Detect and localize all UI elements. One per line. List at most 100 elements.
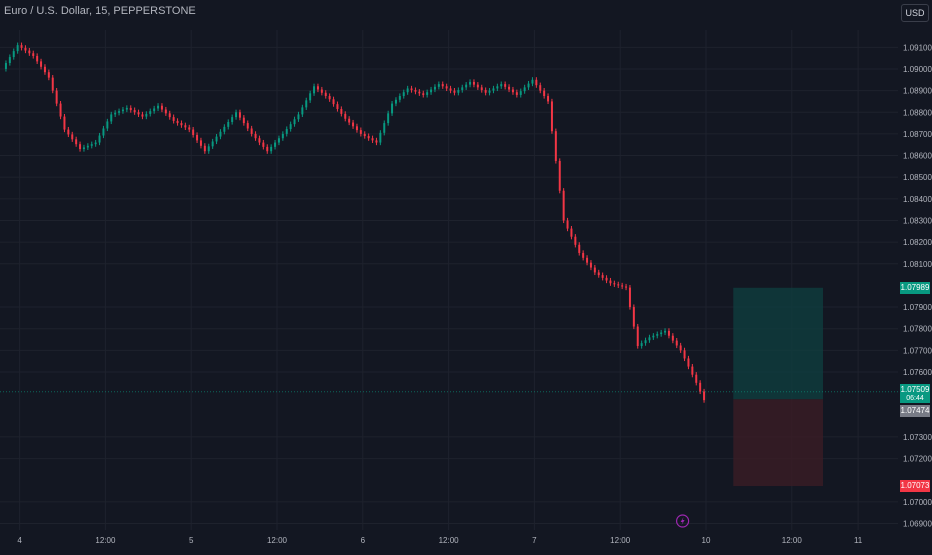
candle-body — [79, 144, 82, 150]
candle-body — [558, 160, 561, 191]
candle-body — [691, 366, 694, 375]
candle-body — [133, 110, 136, 113]
candle-body — [235, 112, 238, 118]
candle-body — [281, 133, 284, 139]
candle-body — [274, 142, 277, 147]
candle-body — [184, 125, 187, 128]
candle-body — [63, 116, 66, 130]
candle-body — [383, 123, 386, 133]
candle-body — [8, 57, 11, 64]
candle-body — [137, 112, 140, 115]
candle-body — [457, 90, 460, 93]
candle-body — [215, 136, 218, 142]
candle-body — [28, 50, 31, 54]
candle-body — [36, 55, 39, 62]
candle-body — [203, 145, 206, 152]
candle-body — [449, 88, 452, 91]
candle-body — [320, 89, 323, 93]
candle-body — [644, 340, 647, 344]
candle-body — [367, 136, 370, 139]
time-tick-label: 12:00 — [439, 536, 460, 545]
candle-body — [410, 88, 413, 91]
candle-body — [188, 127, 191, 130]
candle-body — [102, 128, 105, 136]
candle-body — [238, 112, 241, 118]
candle-body — [379, 132, 382, 143]
candle-body — [675, 340, 678, 346]
candle-body — [640, 343, 643, 347]
candle-body — [484, 90, 487, 93]
candle-body — [196, 134, 199, 141]
price-tick-label: 1.08300 — [903, 216, 932, 225]
candle-body — [211, 141, 214, 147]
candle-body — [605, 277, 608, 281]
candle-body — [391, 103, 394, 114]
position-zones — [0, 287, 898, 487]
candle-body — [699, 382, 702, 392]
candle-body — [270, 146, 273, 152]
time-tick-label: 12:00 — [610, 536, 631, 545]
candle-body — [219, 131, 222, 137]
symbol-title: Euro / U.S. Dollar, 15, PEPPERSTONE — [4, 5, 196, 17]
candle-body — [628, 287, 631, 308]
candle-body — [664, 330, 667, 333]
candle-body — [355, 126, 358, 131]
stop-price-tag: 1.07073 — [900, 480, 930, 493]
candle-body — [180, 123, 183, 126]
candle-body — [445, 86, 448, 89]
candle-body — [461, 87, 464, 91]
candle-body — [656, 334, 659, 336]
candle-body — [160, 105, 163, 110]
candle-body — [679, 345, 682, 351]
candle-body — [207, 146, 210, 152]
candle-body — [476, 84, 479, 88]
currency-button[interactable]: USD — [901, 4, 929, 22]
candle-body — [539, 85, 542, 91]
candle-body — [652, 335, 655, 338]
price-tick-label: 1.08200 — [903, 238, 932, 247]
candle-body — [106, 121, 109, 129]
candle-body — [301, 107, 304, 115]
candle-body — [398, 96, 401, 100]
candle-body — [16, 45, 19, 52]
time-tick-label: 4 — [17, 536, 22, 545]
candle-body — [648, 337, 651, 341]
candle-body — [570, 228, 573, 237]
candle-body — [687, 358, 690, 367]
candle-body — [316, 86, 319, 90]
candle-body — [82, 147, 85, 150]
price-tick-label: 1.09000 — [903, 65, 932, 74]
candle-body — [51, 77, 54, 91]
candle-body — [667, 330, 670, 336]
candle-body — [504, 84, 507, 87]
candle-body — [359, 130, 362, 134]
profit-zone — [733, 287, 823, 400]
price-tick-label: 1.07700 — [903, 346, 932, 355]
price-tick-label: 1.08100 — [903, 260, 932, 269]
candle-body — [90, 144, 93, 146]
candle-body — [332, 99, 335, 105]
candle-body — [375, 140, 378, 143]
candle-body — [172, 117, 175, 121]
candle-body — [297, 114, 300, 120]
candle-body — [547, 96, 550, 102]
candle-body — [336, 104, 339, 110]
candle-body — [231, 117, 234, 122]
time-tick-label: 10 — [702, 536, 711, 545]
lightning-bolt — [680, 517, 685, 525]
candle-body — [609, 280, 612, 284]
candle-body — [543, 90, 546, 97]
candle-body — [118, 111, 121, 113]
candle-body — [4, 63, 7, 69]
candle-body — [453, 90, 456, 93]
price-tick-label: 1.09100 — [903, 43, 932, 52]
candle-body — [695, 374, 698, 383]
candle-body — [114, 112, 117, 115]
candle-body — [110, 114, 113, 122]
price-tick-label: 1.07200 — [903, 455, 932, 464]
candle-body — [586, 257, 589, 263]
candle-body — [441, 84, 444, 87]
candle-body — [671, 335, 674, 341]
